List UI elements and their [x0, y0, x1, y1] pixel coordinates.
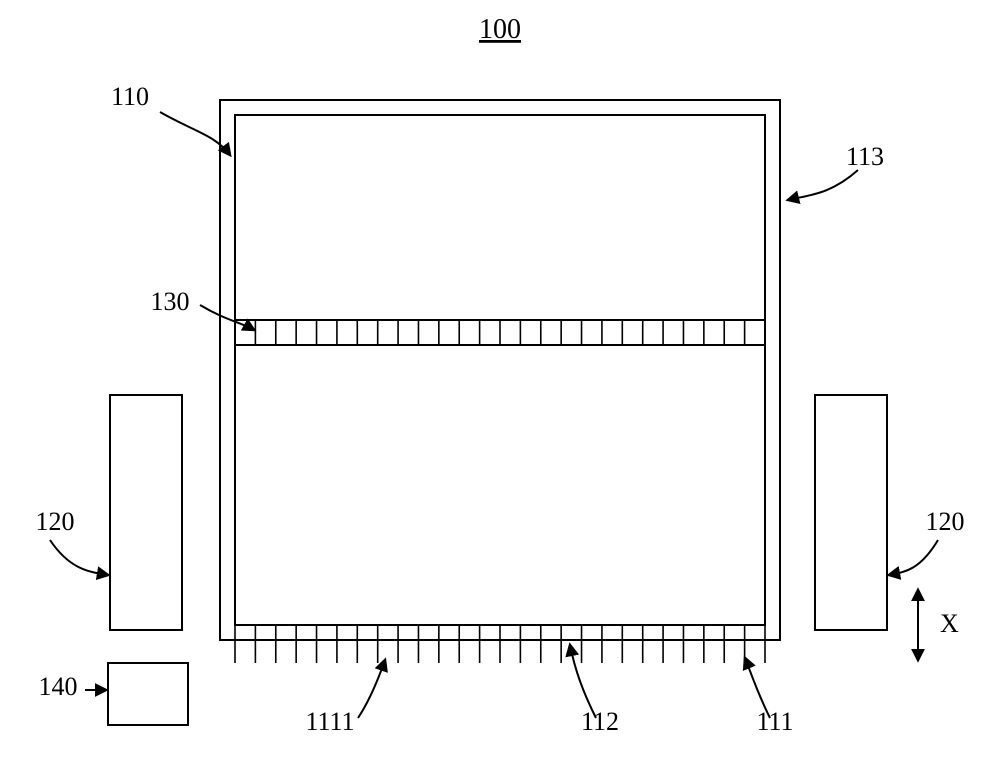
label-1111: 1111 [305, 707, 354, 736]
label-140: 140 [39, 672, 78, 701]
axis-label: X [940, 609, 959, 638]
technical-diagram: 100 X 110 130 113 120 120 140 1111 112 111 [0, 0, 1000, 767]
label-130: 130 [151, 287, 190, 316]
label-110: 110 [111, 82, 149, 111]
label-111: 111 [756, 707, 793, 736]
figure-title: 100 [479, 14, 521, 45]
label-120L: 120 [36, 507, 75, 536]
label-113: 113 [846, 142, 884, 171]
label-120R: 120 [926, 507, 965, 536]
label-112: 112 [581, 707, 619, 736]
